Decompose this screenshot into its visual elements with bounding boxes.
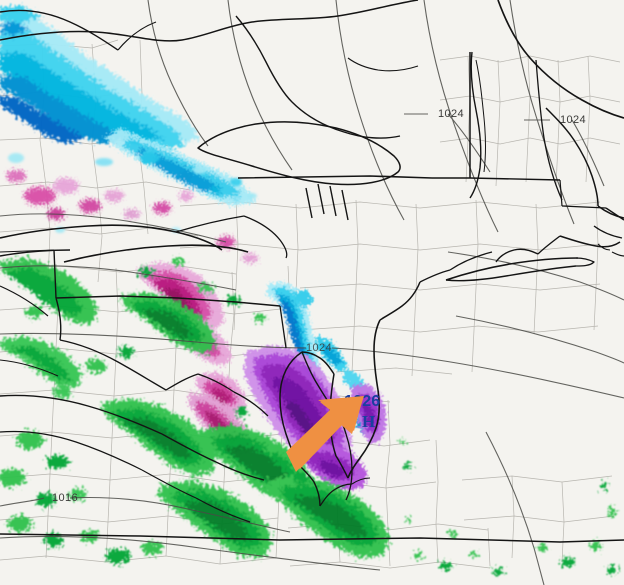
radar-snow-northwest	[0, 6, 200, 150]
